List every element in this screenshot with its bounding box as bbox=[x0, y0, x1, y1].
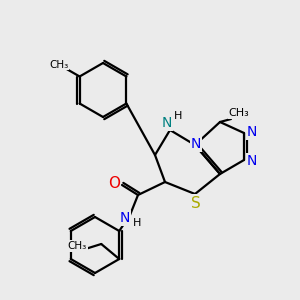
Text: CH₃: CH₃ bbox=[49, 59, 68, 70]
Text: N: N bbox=[162, 116, 172, 130]
Text: CH₃: CH₃ bbox=[68, 241, 87, 251]
Text: N: N bbox=[247, 154, 257, 168]
Text: H: H bbox=[133, 218, 141, 228]
Text: S: S bbox=[191, 196, 201, 211]
Text: CH₃: CH₃ bbox=[229, 108, 249, 118]
Text: N: N bbox=[120, 211, 130, 225]
Text: N: N bbox=[191, 137, 201, 151]
Text: O: O bbox=[108, 176, 120, 191]
Text: H: H bbox=[174, 111, 182, 121]
Text: N: N bbox=[247, 125, 257, 139]
